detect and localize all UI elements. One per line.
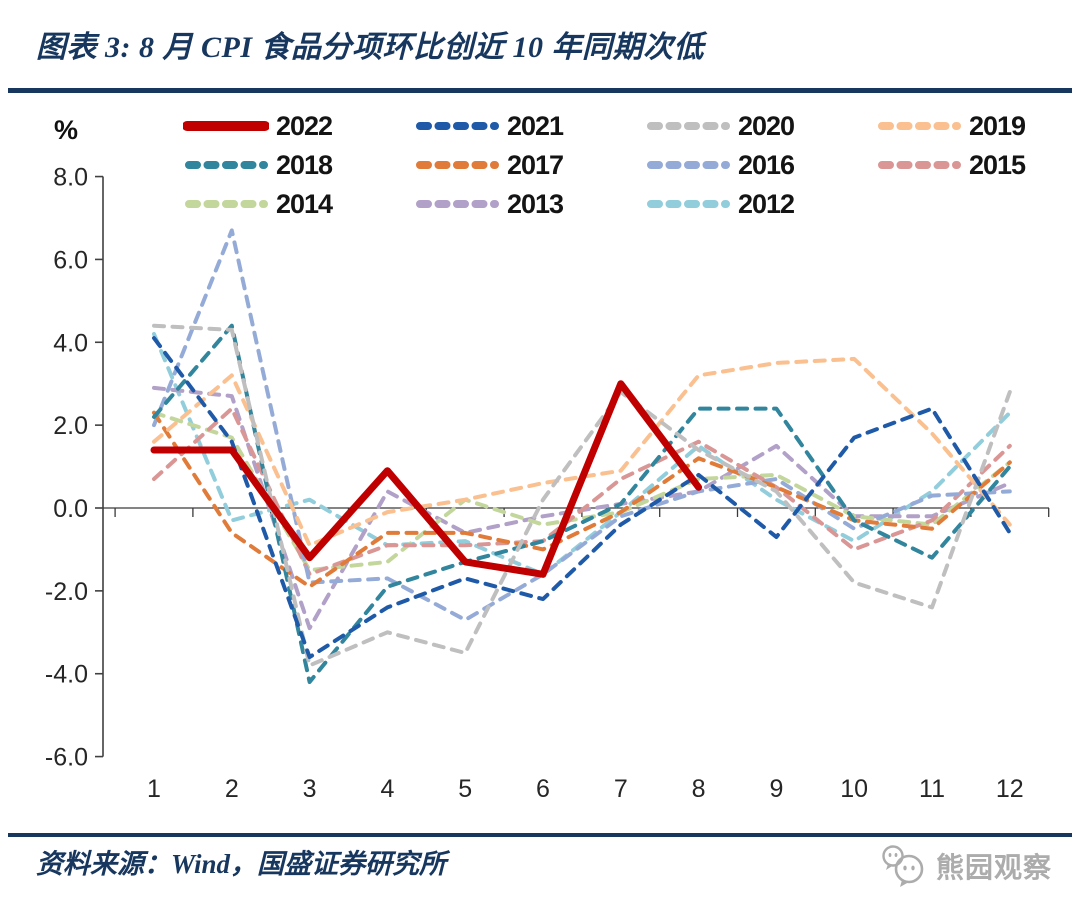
legend-item-2019: 2019	[876, 110, 1080, 141]
x-tick-label: 7	[614, 775, 628, 803]
chart-title: 图表 3: 8 月 CPI 食品分项环比创近 10 年同期次低	[36, 31, 704, 64]
legend-label-2019: 2019	[969, 110, 1026, 141]
legend-label-2017: 2017	[507, 149, 564, 180]
legend-label-2022: 2022	[276, 110, 333, 141]
legend-swatch-2014	[185, 200, 268, 208]
x-tick-label: 10	[840, 775, 868, 803]
x-tick-label: 12	[996, 775, 1024, 803]
series-line-2021	[152, 336, 1012, 660]
x-tick-label: 2	[225, 775, 239, 803]
legend-swatch-2018	[185, 161, 268, 169]
legend-swatch-2022	[183, 121, 269, 131]
legend-item-2016: 2016	[645, 149, 876, 180]
x-tick-label: 5	[458, 775, 472, 803]
legend-item-2015: 2015	[876, 149, 1080, 180]
legend-label-2013: 2013	[507, 188, 564, 219]
y-tick-label: -4.0	[45, 661, 88, 689]
legend-item-2017: 2017	[414, 149, 645, 180]
legend-swatch-2013	[416, 200, 499, 208]
x-tick-label: 3	[303, 775, 317, 803]
y-axis-unit-label: %	[54, 115, 78, 145]
legend-item-2022: 2022	[183, 110, 414, 141]
y-tick-label: -2.0	[45, 578, 88, 606]
legend-swatch-2016	[647, 161, 730, 169]
x-tick-label: 4	[380, 775, 394, 803]
legend-item-2013: 2013	[414, 188, 645, 219]
legend-swatch-2015	[878, 161, 961, 169]
y-tick-label: -6.0	[45, 744, 88, 772]
legend-item-2020: 2020	[645, 110, 876, 141]
series-line-2015	[152, 406, 1012, 577]
series-line-2020	[152, 323, 1012, 668]
chart-legend: 2022 2021 2020 2019 2018 2017 2016 2015 2014 2013…	[183, 110, 1080, 219]
top-divider	[8, 88, 1072, 93]
x-tick-label: 8	[692, 775, 706, 803]
legend-label-2014: 2014	[276, 188, 333, 219]
series-line-2022	[150, 380, 703, 578]
series-line-2019	[152, 356, 1012, 548]
y-tick-label: 6.0	[53, 246, 88, 274]
series-line-2018	[152, 323, 1012, 684]
legend-swatch-2017	[416, 161, 499, 169]
legend-item-2021: 2021	[414, 110, 645, 141]
x-tick-label: 1	[147, 775, 161, 803]
legend-label-2012: 2012	[738, 188, 795, 219]
x-tick-label: 6	[536, 775, 550, 803]
legend-label-2016: 2016	[738, 149, 795, 180]
y-tick-label: 2.0	[53, 412, 88, 440]
bottom-divider	[8, 833, 1072, 837]
legend-swatch-2012	[647, 200, 730, 208]
legend-label-2020: 2020	[738, 110, 795, 141]
legend-item-2014: 2014	[183, 188, 414, 219]
legend-swatch-2020	[647, 122, 730, 130]
watermark-text: 熊园观察	[935, 852, 1052, 883]
y-tick-label: 8.0	[53, 164, 88, 192]
y-tick-label: 0.0	[53, 495, 88, 523]
x-tick-label: 11	[919, 775, 945, 803]
legend-item-2018: 2018	[183, 149, 414, 180]
wechat-bubbles-icon	[882, 845, 924, 887]
legend-label-2018: 2018	[276, 149, 333, 180]
series-line-2017	[152, 410, 1012, 589]
legend-swatch-2021	[416, 122, 499, 130]
y-tick-label: 4.0	[53, 329, 88, 357]
watermark: 熊园观察	[880, 843, 1052, 889]
x-tick-label: 9	[769, 775, 783, 803]
legend-item-2012: 2012	[645, 188, 876, 219]
source-note: 资料来源：Wind，国盛证券研究所	[36, 849, 447, 879]
legend-swatch-2019	[878, 122, 961, 130]
legend-label-2021: 2021	[507, 110, 564, 141]
legend-label-2015: 2015	[969, 149, 1026, 180]
